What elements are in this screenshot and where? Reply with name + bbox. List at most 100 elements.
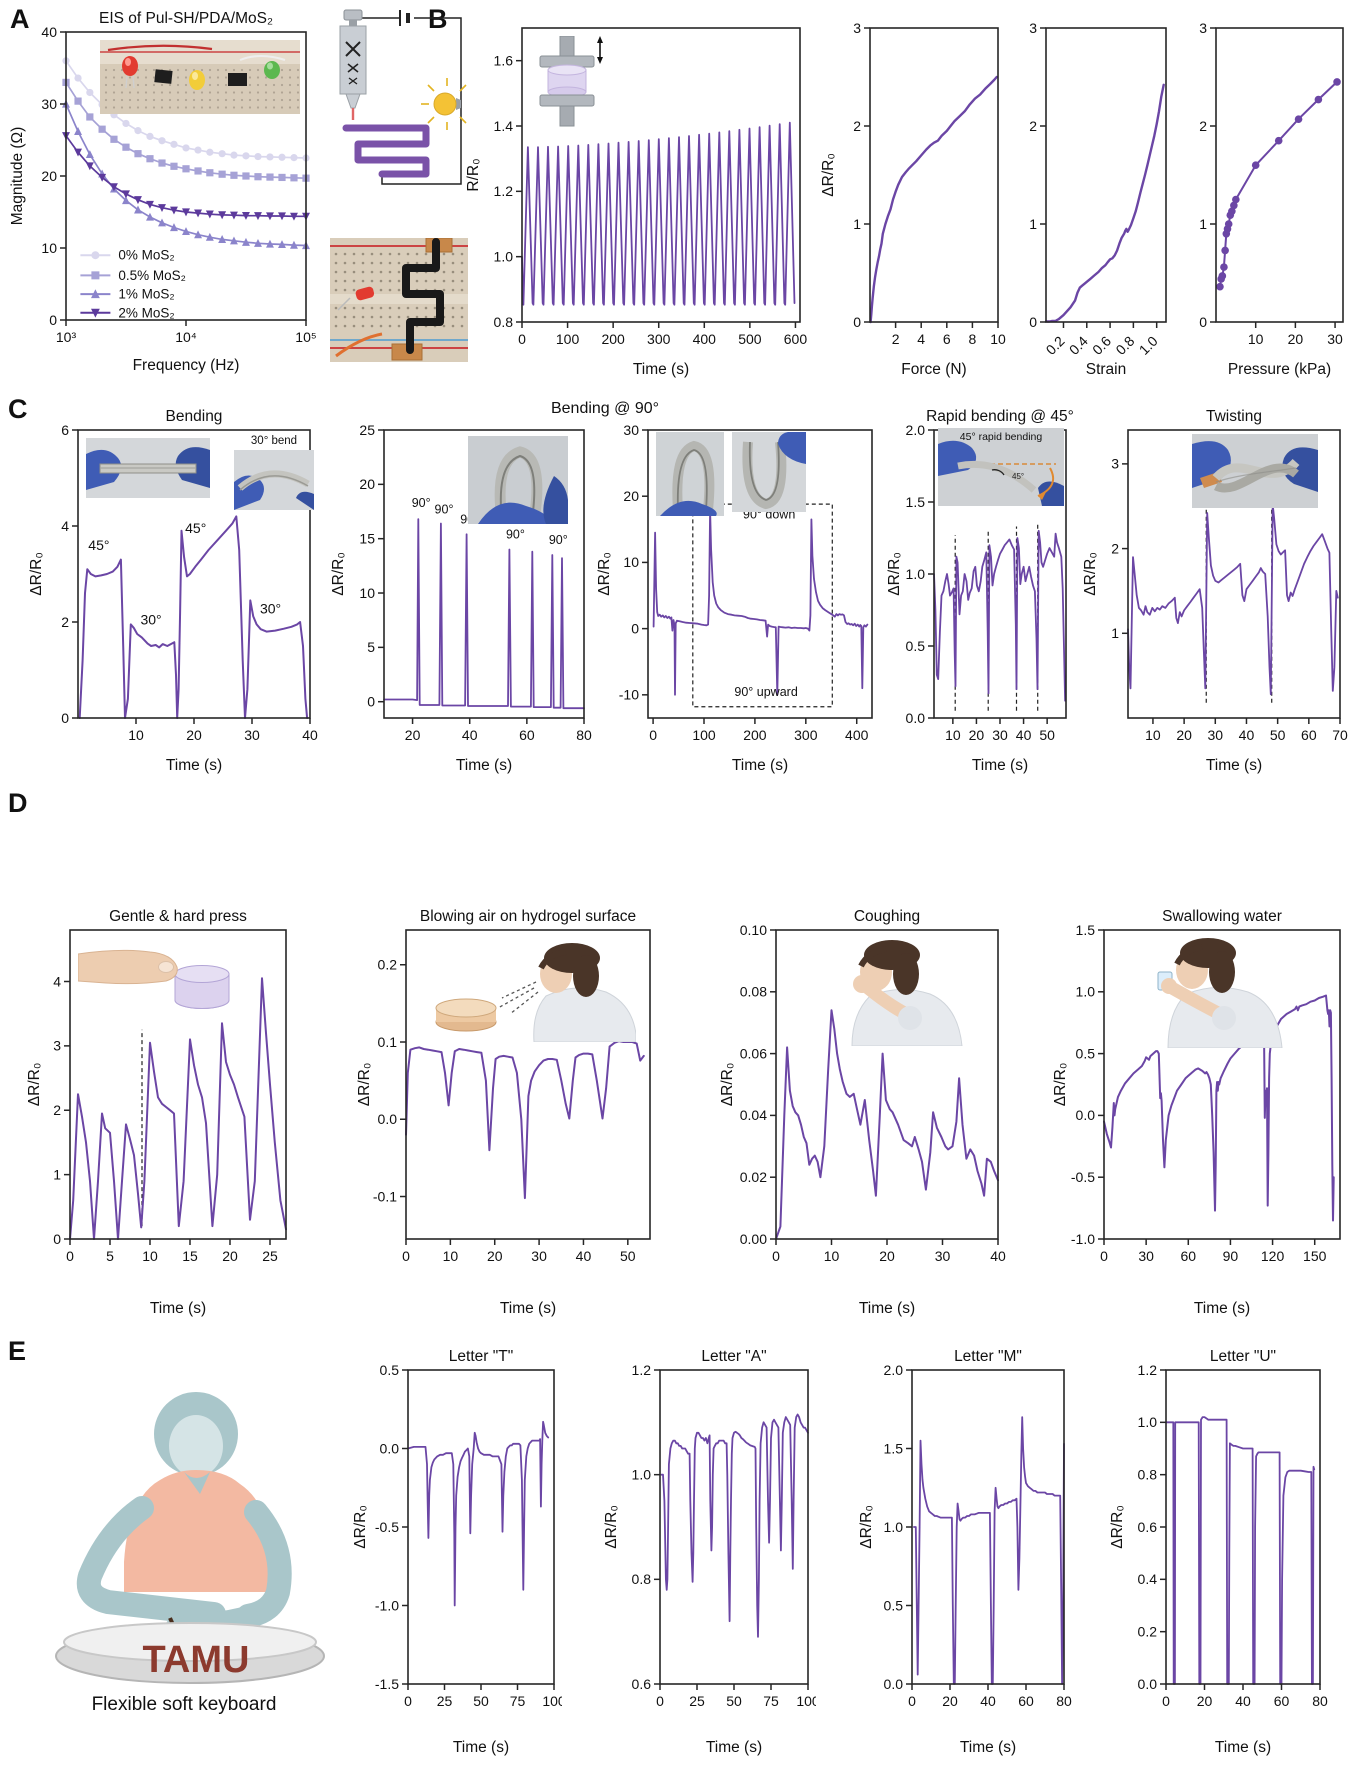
svg-text:0.8: 0.8	[1112, 333, 1137, 358]
svg-text:0: 0	[1100, 1248, 1108, 1264]
keyboard-caption: Flexible soft keyboard	[91, 1694, 277, 1715]
svg-text:Blowing air on hydrogel surfac: Blowing air on hydrogel surface	[420, 908, 636, 925]
blue-glove-right	[1038, 481, 1064, 506]
svg-text:10: 10	[41, 240, 57, 256]
svg-text:ΔR/R₀: ΔR/R₀	[719, 1063, 736, 1106]
svg-text:10⁵: 10⁵	[295, 329, 316, 345]
svg-text:20: 20	[1197, 1693, 1213, 1709]
svg-text:0.8: 0.8	[632, 1571, 652, 1587]
svg-text:ΔR/R₀: ΔR/R₀	[28, 552, 45, 595]
svg-text:1: 1	[853, 216, 861, 232]
bending-90-title: Bending @ 90°	[550, 400, 660, 417]
svg-text:3: 3	[53, 1038, 61, 1054]
svg-text:50: 50	[473, 1693, 489, 1709]
chart-canvas: 0 1 2 3 0.20.40.60.81.0 Strain	[1029, 20, 1167, 378]
svg-text:90°: 90°	[412, 496, 431, 510]
chart-bending: Bending 45° 30° 45° 30° 0 2 4 6 10 20 30 40 Time (s) Δ…	[28, 396, 320, 782]
svg-text:200: 200	[601, 331, 625, 347]
blue-glove-right	[1282, 447, 1318, 492]
blue-glove	[478, 502, 549, 524]
svg-text:200: 200	[743, 727, 767, 743]
svg-text:100: 100	[556, 331, 580, 347]
svg-text:1: 1	[53, 1166, 61, 1182]
svg-text:1% MoS₂: 1% MoS₂	[118, 287, 174, 302]
svg-text:40: 40	[990, 1248, 1006, 1264]
svg-text:90°: 90°	[435, 503, 454, 517]
svg-text:90° upward: 90° upward	[734, 685, 797, 699]
svg-text:Time (s): Time (s)	[1215, 1739, 1271, 1756]
svg-text:Strain: Strain	[1086, 361, 1127, 378]
svg-text:2: 2	[53, 1102, 61, 1118]
svg-text:30: 30	[41, 96, 57, 112]
svg-text:10: 10	[990, 331, 1006, 347]
svg-text:90: 90	[1223, 1248, 1239, 1264]
svg-text:2.0: 2.0	[884, 1362, 904, 1378]
svg-text:15: 15	[182, 1248, 198, 1264]
svg-text:0: 0	[649, 727, 657, 743]
svg-text:20: 20	[969, 727, 985, 743]
svg-text:1.0: 1.0	[1136, 333, 1161, 358]
double-arrow-icon	[597, 36, 603, 64]
svg-text:ΔR/R₀: ΔR/R₀	[330, 552, 347, 595]
svg-text:20: 20	[222, 1248, 238, 1264]
chart-canvas: 0.8 1.0 1.2 1.4 1.6 0 100 200 300 400 500 600 Time (…	[465, 27, 807, 378]
svg-text:300: 300	[794, 727, 818, 743]
panel-label-e: E	[8, 1336, 27, 1366]
svg-text:400: 400	[693, 331, 717, 347]
fold-90-down-up-photos	[656, 432, 806, 516]
fist	[853, 975, 871, 993]
shirt	[124, 1470, 274, 1592]
svg-text:2: 2	[892, 331, 900, 347]
svg-text:20: 20	[186, 727, 202, 743]
svg-text:1.2: 1.2	[494, 183, 514, 199]
svg-text:0.5: 0.5	[884, 1597, 904, 1613]
svg-text:-0.5: -0.5	[375, 1519, 399, 1535]
svg-text:60: 60	[1274, 1693, 1290, 1709]
svg-text:30: 30	[1208, 727, 1224, 743]
svg-text:1: 1	[1111, 625, 1119, 641]
svg-text:0: 0	[1199, 314, 1207, 330]
svg-text:50: 50	[1039, 727, 1055, 743]
svg-text:45°: 45°	[1012, 472, 1024, 481]
svg-text:0.5% MoS₂: 0.5% MoS₂	[118, 268, 186, 283]
svg-text:Time (s): Time (s)	[453, 1739, 509, 1756]
svg-text:30: 30	[1327, 331, 1343, 347]
svg-text:10: 10	[945, 727, 961, 743]
svg-text:120: 120	[1261, 1248, 1285, 1264]
svg-text:100: 100	[692, 727, 716, 743]
printed-black-serpentine	[402, 238, 444, 354]
svg-text:10: 10	[359, 585, 375, 601]
black-component	[154, 69, 173, 84]
svg-text:20: 20	[41, 168, 57, 184]
svg-text:25: 25	[437, 1693, 453, 1709]
svg-text:80: 80	[1312, 1693, 1328, 1709]
svg-text:80: 80	[576, 727, 592, 743]
svg-text:60: 60	[1180, 1248, 1196, 1264]
svg-text:2.0: 2.0	[906, 422, 926, 438]
svg-text:Gentle & hard press: Gentle & hard press	[109, 908, 247, 925]
svg-text:100: 100	[542, 1693, 562, 1709]
svg-text:Time (s): Time (s)	[166, 757, 222, 774]
svg-text:0% MoS₂: 0% MoS₂	[118, 248, 174, 263]
svg-text:0: 0	[1162, 1693, 1170, 1709]
person-drinking	[1157, 938, 1283, 1048]
svg-text:ΔR/R₀: ΔR/R₀	[1109, 1505, 1126, 1548]
svg-text:Magnitude (Ω): Magnitude (Ω)	[9, 127, 26, 226]
chart-canvas: 0 1 2 3 10 20 30 Pressure (kPa)	[1199, 20, 1344, 378]
chart-canvas: Blowing air on hydrogel surface -0.1 0.0 0.…	[356, 908, 651, 1317]
hydrogel-cylinder	[174, 973, 230, 1009]
blowing-person-illustration	[428, 934, 636, 1042]
svg-text:Time (s): Time (s)	[706, 1739, 762, 1756]
svg-text:-10: -10	[619, 687, 639, 703]
blue-glove-2	[778, 432, 806, 464]
svg-text:10: 10	[623, 554, 639, 570]
printed-serpentine-electrode	[342, 124, 430, 178]
svg-text:50: 50	[620, 1248, 636, 1264]
svg-text:2: 2	[1199, 118, 1207, 134]
chart-strain-response: 0 1 2 3 0.2 0.4 0.6 0.8 1.0 Strain	[1010, 8, 1176, 386]
bend-30-label: 30° bend	[251, 435, 297, 447]
svg-text:2% MoS₂: 2% MoS₂	[118, 305, 174, 320]
svg-text:10: 10	[128, 727, 144, 743]
svg-text:0.8: 0.8	[1138, 1466, 1158, 1482]
svg-text:0.8: 0.8	[494, 314, 514, 330]
